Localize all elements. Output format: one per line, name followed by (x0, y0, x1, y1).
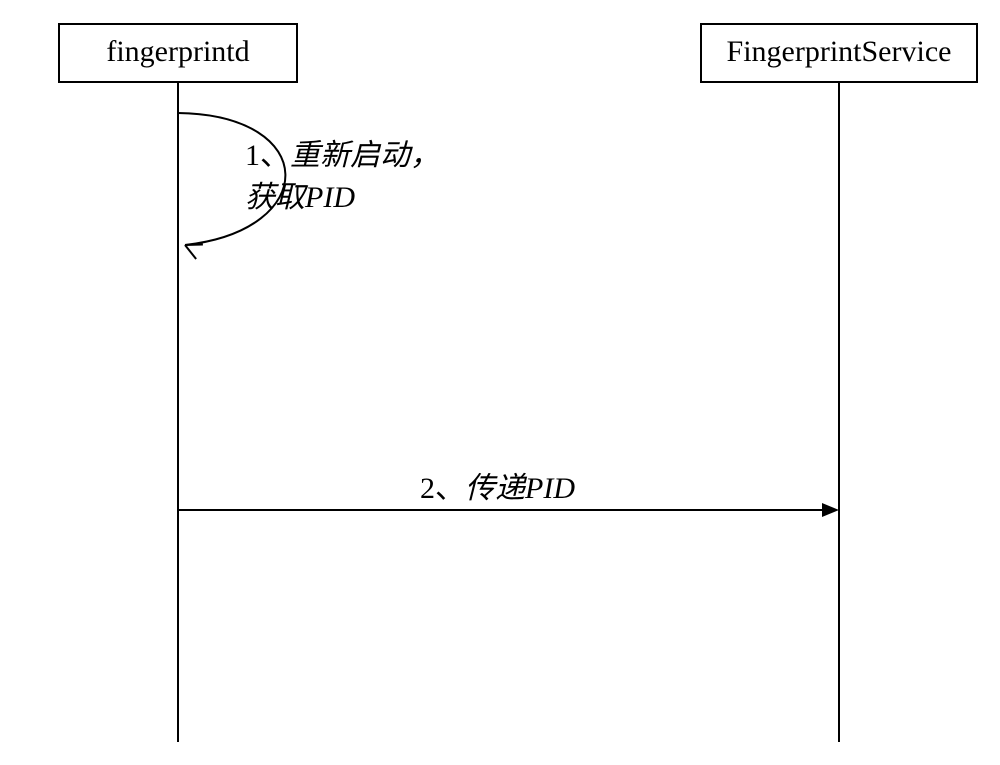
arrows-overlay (0, 0, 1000, 765)
self-message-line1: 重新启动， (290, 139, 440, 172)
send-message-text: 传递PID (465, 472, 575, 505)
participant-fingerprintd-label: fingerprintd (106, 35, 249, 68)
participant-fingerprintservice: FingerprintService (700, 23, 978, 83)
self-loop-arrowhead (182, 238, 203, 259)
self-message-label: 1、重新启动， 获取PID (245, 135, 440, 219)
send-message-number: 2、 (420, 472, 465, 505)
send-message-label: 2、传递PID (420, 468, 575, 510)
participant-fingerprintd: fingerprintd (58, 23, 298, 83)
send-message-arrowhead (822, 503, 839, 517)
self-message-number: 1、 (245, 139, 290, 172)
sequence-diagram: fingerprintd FingerprintService 1、重新启动， … (0, 0, 1000, 765)
participant-fingerprintservice-label: FingerprintService (727, 35, 952, 68)
lifeline-fingerprintd (177, 83, 179, 742)
lifeline-fingerprintservice (838, 83, 840, 742)
self-message-line2: 获取PID (245, 181, 355, 214)
